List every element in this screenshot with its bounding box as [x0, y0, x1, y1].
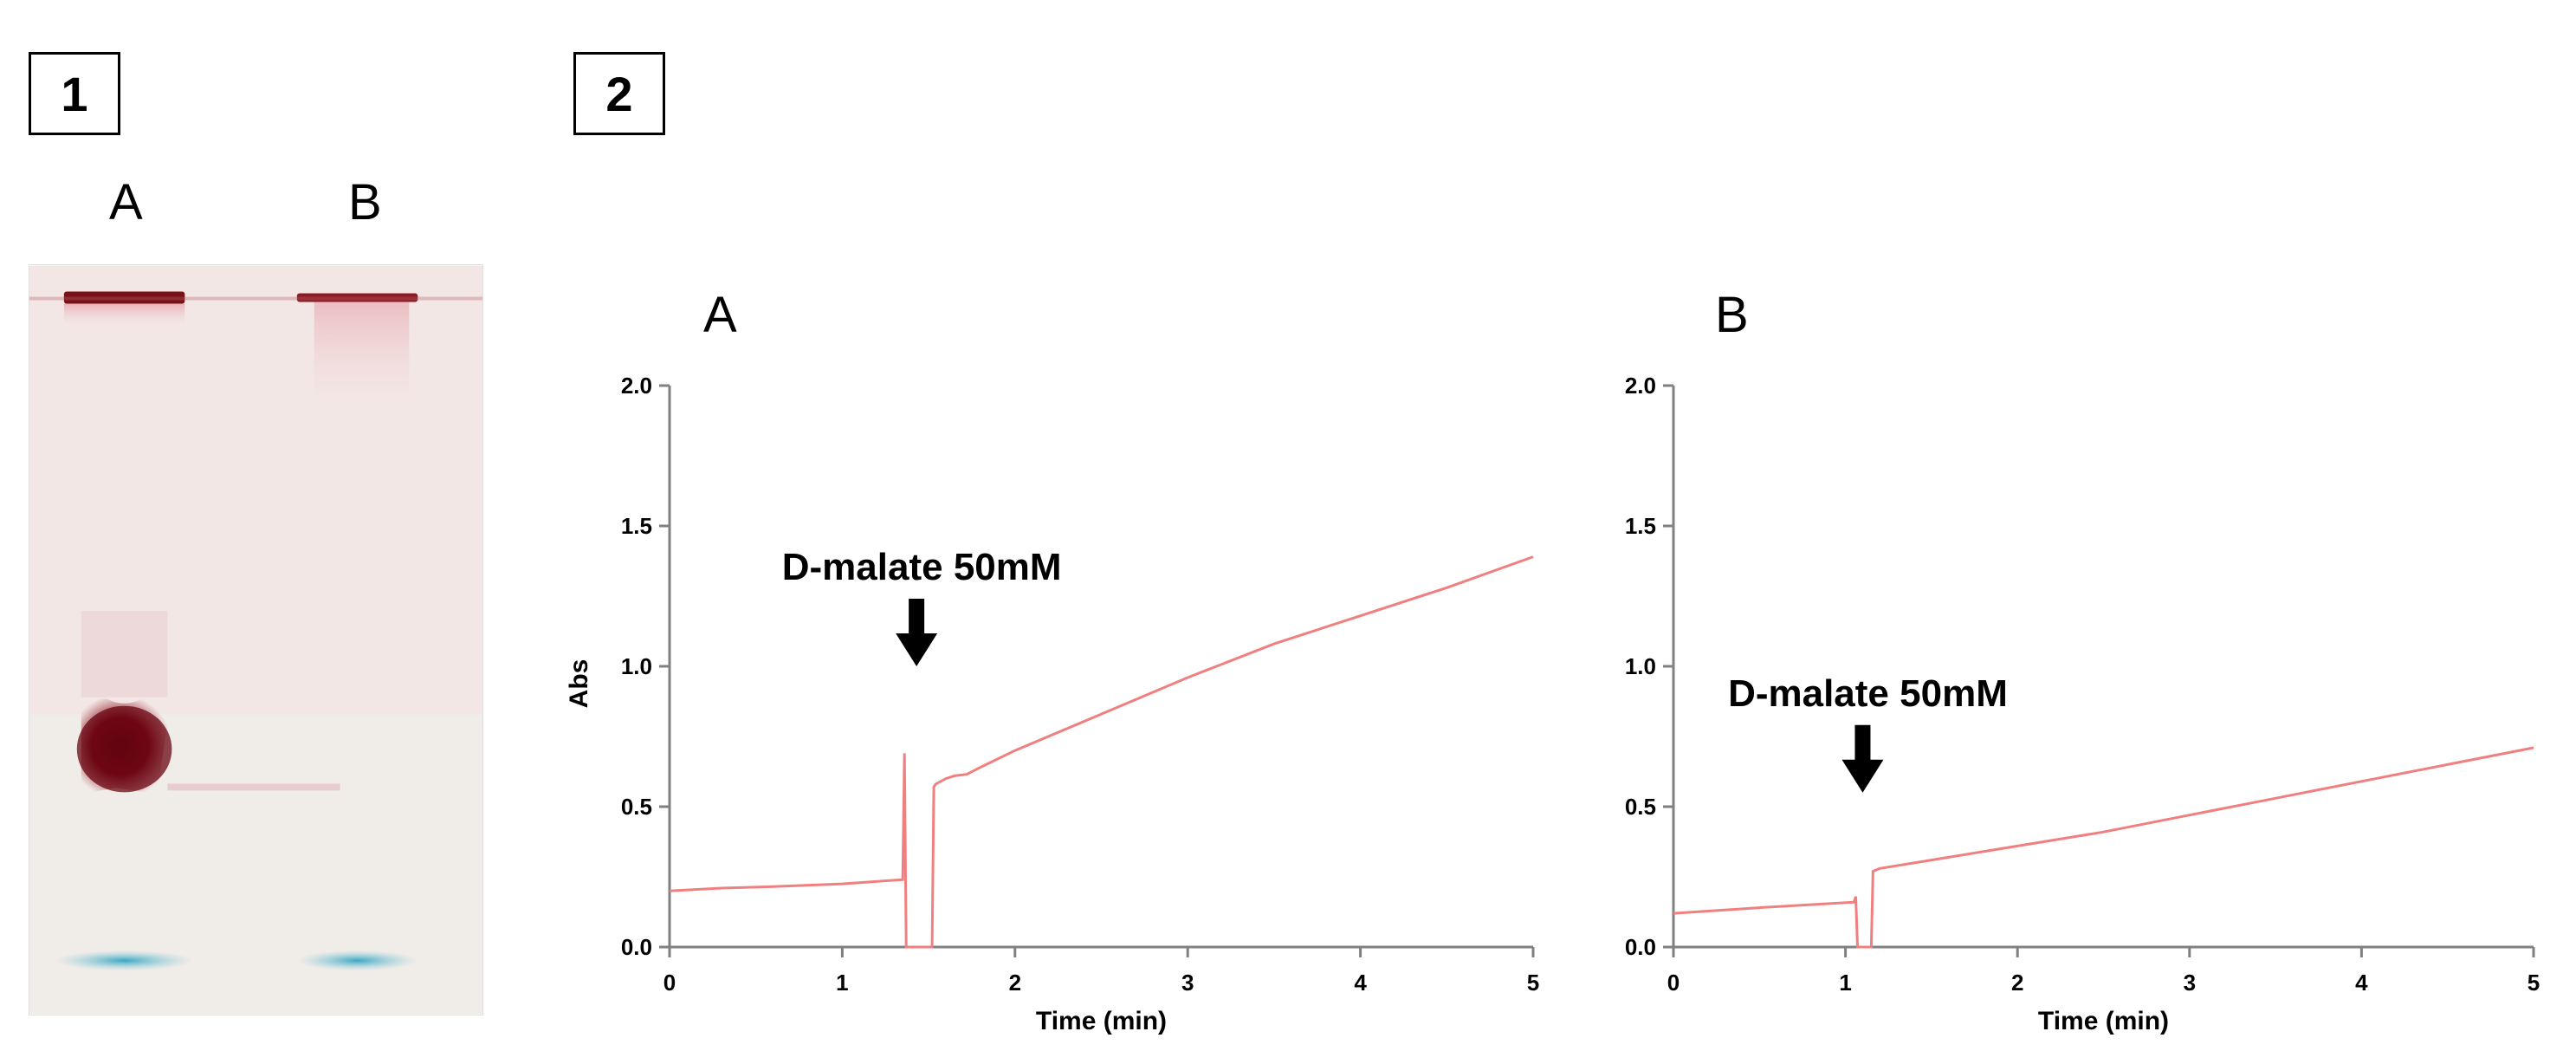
- chart-a-x-tick-label: 4: [1354, 970, 1367, 996]
- chart-b-y-tick-label: 1.5: [1625, 513, 1656, 539]
- panel-1-label: 1: [29, 52, 120, 135]
- chart-a-y-tick-label: 1.0: [621, 653, 652, 679]
- gel-lane-label-a: A: [109, 174, 143, 230]
- panel-2-label: 2: [573, 52, 665, 135]
- chart-a-y-tick-label: 0.0: [621, 934, 652, 960]
- gel-image: [29, 264, 483, 1015]
- chart-a-y-tick-label: 1.5: [621, 513, 652, 539]
- chart-b-y-tick-label: 2.0: [1625, 373, 1656, 399]
- chart-a-y-tick-label: 2.0: [621, 373, 652, 399]
- plot-b-letter: B: [1715, 287, 1749, 343]
- chart-b-annotation-arrow: [1841, 724, 1884, 793]
- chart-a-y-tick-label: 0.5: [621, 794, 652, 820]
- chart-a-annotation-text: D-malate 50mM: [782, 546, 1062, 588]
- chart-b-y-tick-label: 1.0: [1625, 653, 1656, 679]
- chart-a-y-axis-label: Abs: [565, 659, 593, 709]
- chart-b-x-tick-label: 2: [2011, 970, 2023, 996]
- gel-lane-label-b: B: [348, 174, 382, 230]
- chart-a-x-tick-label: 3: [1181, 970, 1194, 996]
- chart-b-y-tick-label: 0.5: [1625, 794, 1656, 820]
- chart-b-y-tick-label: 0.0: [1625, 934, 1656, 960]
- chart-a-x-axis-label: Time (min): [1036, 1007, 1167, 1035]
- chart-a-annotation-arrow: [896, 599, 938, 666]
- chart-b-x-tick-label: 1: [1839, 970, 1851, 996]
- chart-a-series-line: [669, 555, 1534, 949]
- chart-b-x-tick-label: 3: [2184, 970, 2196, 996]
- chart-a-x-tick-label: 0: [663, 970, 676, 996]
- chart-b-x-axis-label: Time (min): [2038, 1007, 2169, 1035]
- chart-b-x-tick-label: 4: [2355, 970, 2368, 996]
- chart-b-annotation-text: D-malate 50mM: [1728, 672, 2008, 715]
- chart-a-x-tick-label: 2: [1009, 970, 1021, 996]
- plot-a-letter: A: [703, 287, 737, 343]
- chart-a-x-tick-label: 5: [1527, 970, 1539, 996]
- chart-a-x-tick-label: 1: [836, 970, 848, 996]
- chart-b-series-line: [1673, 746, 2534, 949]
- chart-b-x-tick-label: 0: [1667, 970, 1680, 996]
- chart-b-x-tick-label: 5: [2527, 970, 2540, 996]
